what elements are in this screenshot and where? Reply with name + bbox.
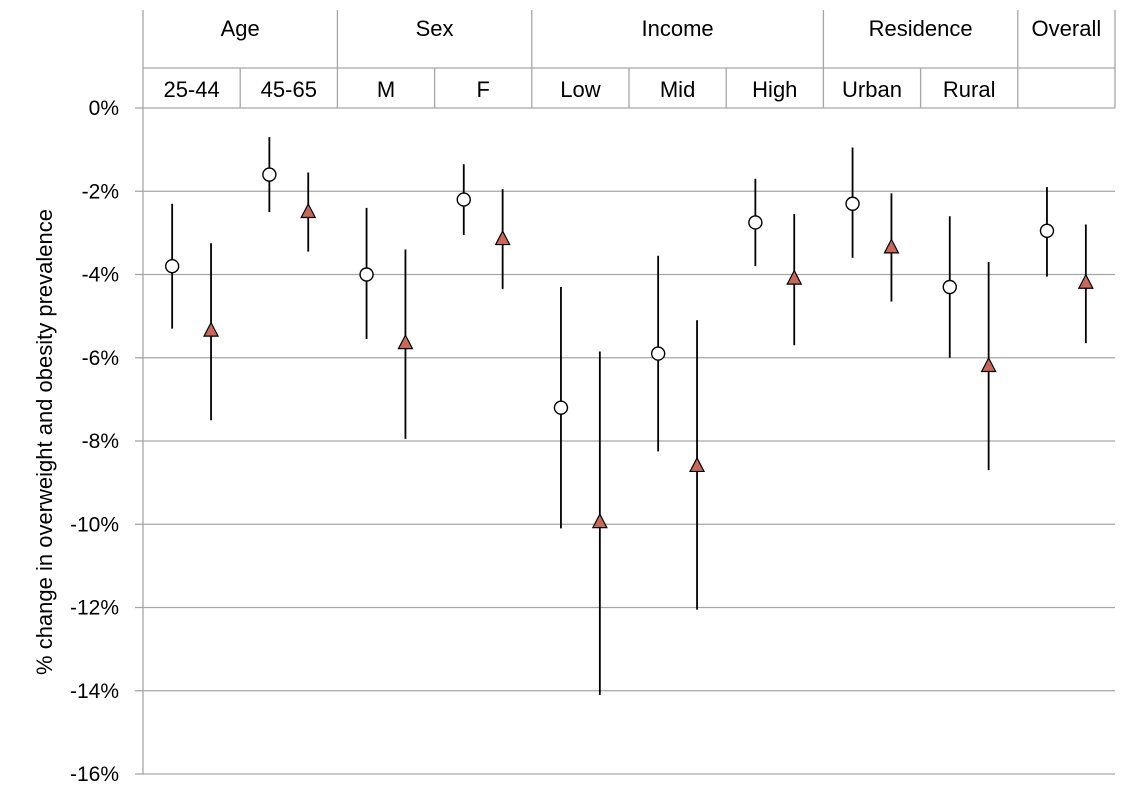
- y-tick-label: -6%: [82, 347, 119, 370]
- y-tick-label: 0%: [89, 97, 119, 120]
- y-axis-label: % change in overweight and obesity preva…: [32, 209, 57, 675]
- point-triangle: [980, 356, 997, 373]
- y-tick-label: -8%: [82, 430, 119, 453]
- subgroup-label: 25-44: [163, 77, 219, 102]
- point-circle: [942, 279, 957, 295]
- group-label: Age: [221, 16, 260, 41]
- y-tick-label: -12%: [70, 597, 119, 620]
- point-triangle: [883, 238, 900, 254]
- point-triangle: [300, 202, 317, 219]
- y-tick-label: -4%: [82, 264, 119, 287]
- point-circle: [553, 400, 569, 415]
- data-marks: [164, 137, 1094, 695]
- subgroup-label: Urban: [842, 77, 902, 102]
- point-triangle: [591, 512, 608, 529]
- point-triangle: [494, 229, 511, 246]
- point-circle: [748, 215, 763, 230]
- subgroup-label: Mid: [660, 77, 695, 102]
- subgroup-label: High: [752, 77, 797, 102]
- point-circle: [1039, 223, 1055, 238]
- point-triangle: [689, 456, 706, 473]
- point-circle: [650, 346, 666, 361]
- point-circle: [164, 258, 180, 274]
- point-circle: [262, 167, 277, 182]
- group-label: Income: [642, 16, 714, 41]
- subgroup-label: Rural: [943, 77, 996, 102]
- subgroup-label: 45-65: [261, 77, 317, 102]
- group-label: Sex: [416, 16, 454, 41]
- y-tick-label: -2%: [82, 180, 119, 203]
- y-axis: 0% -2% -4% -6% -8% -10% -12% -14% -16%: [70, 10, 144, 786]
- point-triangle: [203, 321, 220, 337]
- y-tick-label: -16%: [70, 763, 119, 786]
- group-label: Residence: [869, 16, 973, 41]
- point-triangle: [1077, 273, 1094, 289]
- subgroup-label: F: [476, 77, 489, 102]
- y-tick-label: -10%: [70, 513, 119, 536]
- point-circle: [845, 196, 860, 211]
- point-triangle: [786, 269, 803, 285]
- point-triangle: [397, 333, 414, 350]
- grid-layer: [143, 107, 1115, 775]
- point-circle: [456, 192, 471, 207]
- point-circle: [359, 267, 374, 282]
- subgroup-label: Low: [560, 77, 600, 102]
- y-tick-label: -14%: [70, 680, 119, 703]
- group-label: Overall: [1032, 16, 1102, 41]
- group-header-table: Age 25-44 45-65 Sex M F Income Low Mid High Reside…: [143, 10, 1116, 108]
- subgroup-label: M: [377, 77, 395, 102]
